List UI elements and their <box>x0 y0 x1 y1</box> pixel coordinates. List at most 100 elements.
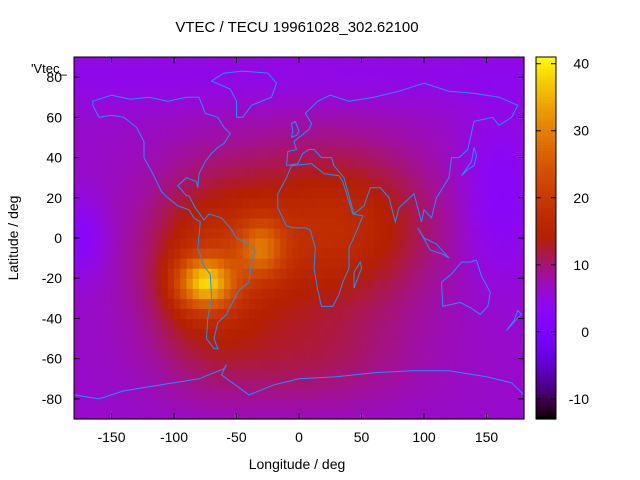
heatmap-cell <box>117 67 125 78</box>
heatmap-cell <box>161 147 169 159</box>
heatmap-cell <box>299 318 306 330</box>
heatmap-cell <box>430 368 438 380</box>
heatmap-cell <box>424 398 431 410</box>
heatmap-cell <box>161 308 169 320</box>
heatmap-cell <box>355 318 363 330</box>
heatmap-cell <box>486 57 494 68</box>
heatmap-cell <box>374 368 381 380</box>
heatmap-cell <box>74 408 81 420</box>
heatmap-cell <box>130 358 138 370</box>
heatmap-cell <box>242 157 250 169</box>
heatmap-cell <box>480 368 488 380</box>
heatmap-cell <box>299 358 306 370</box>
heatmap-cell <box>117 197 125 209</box>
heatmap-cell <box>499 378 506 390</box>
heatmap-cell <box>305 137 313 149</box>
heatmap-cell <box>349 398 356 410</box>
heatmap-cell <box>336 348 344 360</box>
heatmap-cell <box>417 167 425 179</box>
heatmap-cell <box>355 278 363 289</box>
heatmap-cell <box>330 107 338 118</box>
heatmap-cell <box>361 187 369 199</box>
heatmap-cell <box>99 248 106 259</box>
heatmap-cell <box>74 127 81 139</box>
heatmap-cell <box>74 308 81 320</box>
colorbar-step <box>536 289 556 293</box>
heatmap-cell <box>111 308 119 320</box>
heatmap-cell <box>517 147 525 159</box>
chart-title: VTEC / TECU 19961028_302.62100 <box>175 19 418 36</box>
heatmap-cell <box>299 217 306 229</box>
heatmap-cell <box>424 358 431 370</box>
heatmap-cell <box>111 258 119 269</box>
heatmap-cell <box>336 308 344 320</box>
heatmap-cell <box>155 207 163 219</box>
heatmap-cell <box>392 97 400 108</box>
heatmap-cell <box>399 288 406 299</box>
heatmap-cell <box>305 328 313 340</box>
heatmap-cell <box>355 97 363 108</box>
heatmap-cell <box>474 398 481 410</box>
heatmap-cell <box>230 288 238 299</box>
heatmap-cell <box>374 338 381 350</box>
heatmap-cell <box>105 167 113 179</box>
heatmap-cell <box>492 67 500 78</box>
heatmap-cell <box>92 328 100 340</box>
heatmap-cell <box>105 238 113 249</box>
heatmap-cell <box>517 358 525 370</box>
heatmap-cell <box>174 177 181 189</box>
heatmap-cell <box>186 147 194 159</box>
heatmap-cell <box>92 408 100 420</box>
heatmap-cell <box>92 378 100 390</box>
heatmap-cell <box>436 408 444 420</box>
heatmap-cell <box>380 248 388 259</box>
heatmap-cell <box>280 77 288 88</box>
heatmap-cell <box>111 77 119 88</box>
heatmap-cell <box>230 268 238 279</box>
x-tick-label: 100 <box>412 429 436 445</box>
heatmap-cell <box>367 87 375 98</box>
heatmap-cell <box>105 127 113 139</box>
heatmap-cell <box>261 147 269 159</box>
heatmap-cell <box>474 248 481 259</box>
y-tick-label: -40 <box>42 310 62 326</box>
heatmap-cell <box>242 217 250 229</box>
heatmap-cell <box>411 87 419 98</box>
heatmap-cell <box>342 97 350 108</box>
heatmap-cell <box>105 368 113 380</box>
heatmap-cell <box>292 167 300 179</box>
heatmap-cell <box>192 368 200 380</box>
heatmap-cell <box>374 358 381 370</box>
heatmap-cell <box>286 207 294 219</box>
colorbar-step <box>536 412 556 417</box>
heatmap-cell <box>249 57 256 68</box>
heatmap-cell <box>286 97 294 108</box>
heatmap-cell <box>455 67 463 78</box>
heatmap-cell <box>349 278 356 289</box>
heatmap-cell <box>499 107 506 118</box>
heatmap-cell <box>224 238 231 249</box>
heatmap-cell <box>461 358 469 370</box>
heatmap-cell <box>480 268 488 279</box>
heatmap-cell <box>405 197 413 209</box>
heatmap-cell <box>155 398 163 410</box>
heatmap-cell <box>105 288 113 299</box>
heatmap-cell <box>474 147 481 159</box>
heatmap-cell <box>92 388 100 400</box>
heatmap-cell <box>517 107 525 118</box>
heatmap-cell <box>286 117 294 128</box>
heatmap-cell <box>330 278 338 289</box>
heatmap-cell <box>180 288 188 299</box>
heatmap-cell <box>186 227 194 239</box>
heatmap-cell <box>299 107 306 118</box>
heatmap-cell <box>324 67 331 78</box>
heatmap-cell <box>242 147 250 159</box>
heatmap-cell <box>142 368 150 380</box>
heatmap-cell <box>505 217 513 229</box>
heatmap-cell <box>405 318 413 330</box>
heatmap-cell <box>255 278 263 289</box>
heatmap-cell <box>86 258 94 269</box>
heatmap-cell <box>130 268 138 279</box>
heatmap-cell <box>117 318 125 330</box>
heatmap-cell <box>461 308 469 320</box>
